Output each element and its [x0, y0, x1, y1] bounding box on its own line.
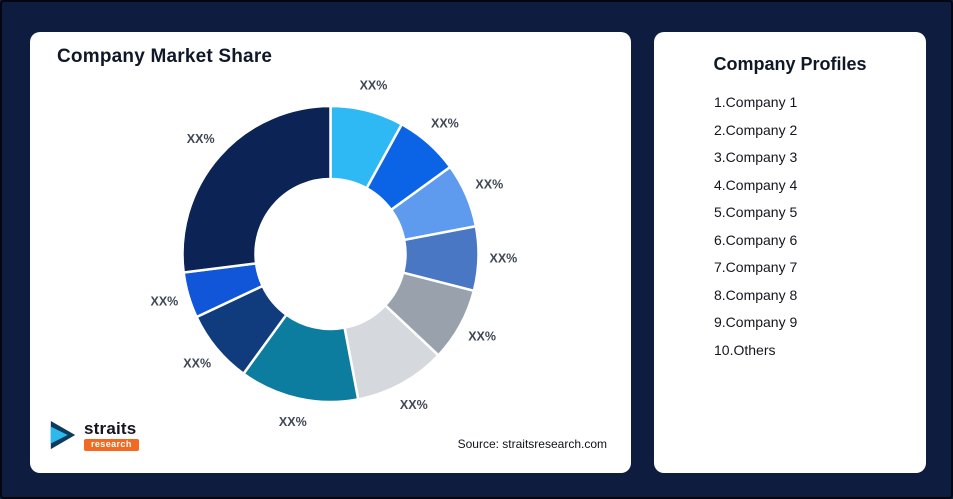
segment-label: XX% — [431, 116, 459, 130]
chart-title: Company Market Share — [57, 46, 273, 67]
segment-label: XX% — [468, 330, 496, 344]
profile-item: 1.Company 1 — [714, 94, 798, 110]
market-share-card: Company Market Share XX% XX% XX% XX% XX% XX% X… — [30, 32, 631, 473]
profile-item: 9.Company 9 — [714, 314, 798, 330]
profile-item: 8.Company 8 — [714, 286, 798, 303]
profile-item: 5.Company 5 — [714, 204, 798, 220]
profiles-list: 1.Company 1 2.Company 2 3.Company 3 4.Compa… — [654, 89, 926, 364]
logo-text: straits research — [84, 420, 139, 451]
donut-chart: XX% XX% XX% XX% XX% XX% XX% XX% XX% XX% — [151, 79, 518, 429]
segment-label: XX% — [279, 415, 307, 429]
company-profiles-card: Company Profiles 1.Company 1 2.Company 2 3… — [654, 32, 926, 473]
segment-label: XX% — [490, 252, 518, 266]
profile-item: 7.Company 7 — [714, 259, 798, 275]
profile-item: 4.Company 4 — [714, 176, 798, 193]
donut-segment — [181, 104, 332, 274]
segment-label: XX% — [475, 178, 503, 192]
source-text: Source: straitsresearch.com — [457, 437, 607, 451]
profile-item: 2.Company 2 — [714, 121, 798, 138]
segment-label: XX% — [183, 357, 211, 371]
logo-sub-text: research — [84, 438, 139, 451]
profiles-title: Company Profiles — [713, 54, 867, 74]
segment-label: XX% — [400, 398, 428, 412]
segment-label: XX% — [360, 79, 388, 93]
logo-brand-text: straits — [84, 418, 137, 438]
profile-item: 6.Company 6 — [714, 231, 798, 248]
profile-item: 3.Company 3 — [714, 149, 798, 165]
segment-label: XX% — [151, 295, 179, 309]
logo-arrow-icon — [50, 420, 76, 450]
segment-label: XX% — [187, 132, 215, 146]
profile-item: 10.Others — [714, 341, 776, 358]
straits-research-logo: straits research — [48, 419, 139, 451]
